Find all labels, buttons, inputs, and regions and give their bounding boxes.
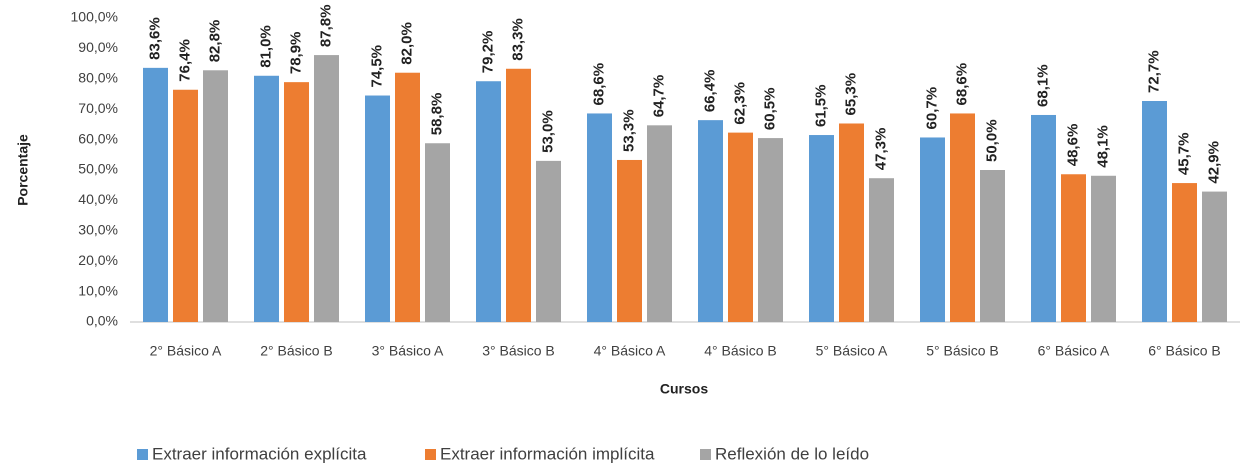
data-label: 66,4% [701,70,718,113]
bar [1091,175,1116,322]
x-tick-label: 2° Básico A [150,343,222,359]
bar [254,75,279,322]
bar [173,89,198,322]
y-tick-label: 10,0% [78,282,118,298]
data-label: 64,7% [650,75,667,118]
legend-label: Extraer información explícita [152,444,367,463]
bar [950,113,975,323]
data-label: 45,7% [1175,133,1192,176]
bar [203,70,228,323]
x-tick-label: 6° Básico B [1148,343,1221,359]
bar [869,178,894,322]
bar [1142,100,1167,322]
bar [395,72,420,322]
x-tick-label: 3° Básico B [482,343,555,359]
data-label: 53,0% [539,110,556,153]
bar [365,95,390,323]
y-tick-label: 90,0% [78,39,118,55]
bar [839,123,864,322]
y-tick-label: 30,0% [78,222,118,238]
y-tick-label: 60,0% [78,130,118,146]
bar [1172,183,1197,322]
bar [758,138,783,322]
x-axis-title: Cursos [660,381,708,397]
bar [980,170,1005,322]
data-label: 82,8% [206,20,223,63]
y-tick-label: 0,0% [86,313,118,329]
legend-swatch [425,449,436,460]
data-label: 76,4% [176,39,193,82]
data-label: 68,1% [1034,64,1051,107]
legend-label: Reflexión de lo leído [715,444,869,463]
bar [647,125,672,322]
data-label: 72,7% [1145,50,1162,93]
legend-swatch [137,449,148,460]
bar [425,143,450,322]
legend-swatch [700,449,711,460]
x-tick-label: 4° Básico A [594,343,666,359]
data-label: 87,8% [317,5,334,48]
bar [617,159,642,322]
x-tick-label: 2° Básico B [260,343,333,359]
y-tick-label: 80,0% [78,70,118,86]
data-label: 47,3% [872,128,889,171]
y-tick-label: 100,0% [71,9,118,25]
x-tick-label: 6° Básico A [1038,343,1110,359]
data-label: 62,3% [731,82,748,125]
y-tick-label: 40,0% [78,191,118,207]
data-label: 48,6% [1064,124,1081,167]
bar [1031,114,1056,322]
y-axis-title: Porcentaje [15,134,31,206]
x-tick-label: 3° Básico A [372,343,444,359]
bar [587,113,612,323]
data-label: 42,9% [1205,141,1222,184]
bar [476,81,501,323]
bar [284,82,309,322]
data-label: 68,6% [590,63,607,106]
legend-label: Extraer información implícita [440,444,655,463]
bar [314,55,339,322]
data-label: 81,0% [257,25,274,68]
bar [1202,191,1227,322]
data-label: 83,3% [509,18,526,61]
data-label: 48,1% [1094,125,1111,168]
data-label: 65,3% [842,73,859,116]
data-label: 78,9% [287,32,304,75]
data-label: 79,2% [479,31,496,74]
bar [506,68,531,322]
data-label: 60,7% [923,87,940,130]
x-tick-label: 5° Básico B [926,343,999,359]
bar [809,135,834,322]
data-label: 83,6% [146,17,163,60]
data-label: 74,5% [368,45,385,88]
x-tick-label: 5° Básico A [816,343,888,359]
data-label: 60,5% [761,88,778,131]
data-label: 68,6% [953,63,970,106]
data-label: 53,3% [620,109,637,152]
y-tick-label: 50,0% [78,161,118,177]
data-label: 61,5% [812,84,829,127]
bar [1061,174,1086,322]
data-label: 50,0% [983,119,1000,162]
bar [728,132,753,322]
bar [536,160,561,322]
data-label: 82,0% [398,22,415,65]
y-tick-label: 20,0% [78,252,118,268]
bar [920,137,945,322]
data-label: 58,8% [428,93,445,136]
x-tick-label: 4° Básico B [704,343,777,359]
bar [698,120,723,322]
y-tick-label: 70,0% [78,100,118,116]
bar [143,67,168,322]
